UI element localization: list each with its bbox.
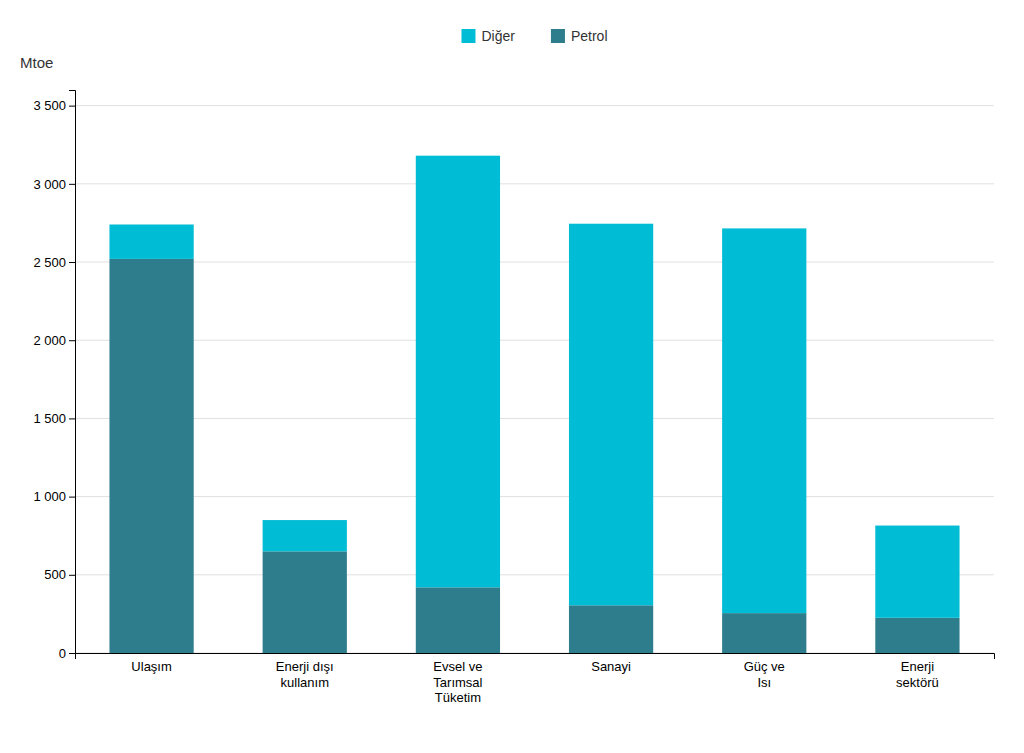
legend-label: Petrol <box>571 28 608 44</box>
bar <box>722 613 806 653</box>
x-tick: Enerji dışıkullanım <box>276 659 334 690</box>
bar <box>416 156 500 588</box>
grid-line <box>75 340 994 341</box>
y-tick: 0 <box>59 646 75 661</box>
y-tick: 1 000 <box>33 489 75 504</box>
bar <box>875 618 959 653</box>
x-axis-line <box>76 654 995 660</box>
bar <box>109 259 193 653</box>
y-tick-mark <box>69 575 75 576</box>
y-tick-label: 2 500 <box>33 255 66 270</box>
legend-swatch <box>551 29 565 43</box>
y-tick-label: 3 000 <box>33 176 66 191</box>
y-tick: 500 <box>44 567 75 582</box>
grid-line <box>75 496 994 497</box>
x-tick: Enerjisektörü <box>896 659 939 690</box>
y-tick: 2 500 <box>33 255 75 270</box>
legend-label: Diğer <box>481 28 515 44</box>
bar <box>569 605 653 653</box>
x-tick-label: Ulaşım <box>131 659 171 674</box>
legend-item: Diğer <box>461 28 515 44</box>
y-tick-label: 2 000 <box>33 333 66 348</box>
x-tick: Sanayi <box>591 659 631 674</box>
x-tick-label: Sanayi <box>591 659 631 674</box>
y-tick-label: 1 500 <box>33 411 66 426</box>
y-tick: 2 000 <box>33 333 75 348</box>
y-tick: 3 000 <box>33 176 75 191</box>
y-tick-mark <box>69 418 75 419</box>
x-tick-label: Enerji dışıkullanım <box>276 659 334 690</box>
bar <box>416 587 500 653</box>
bar <box>109 224 193 258</box>
y-tick-label: 1 000 <box>33 489 66 504</box>
x-tick-label: Evsel veTarımsalTüketim <box>433 659 482 705</box>
x-tick: Ulaşım <box>131 659 171 674</box>
y-tick: 3 500 <box>33 98 75 113</box>
bar <box>569 224 653 606</box>
chart: 0 500 1 000 1 500 2 000 2 500 3 000 3 500 Ulaşım… <box>0 0 1024 753</box>
grid-line <box>75 262 994 263</box>
y-axis-label: Mtoe <box>20 54 53 71</box>
y-tick-mark <box>69 340 75 341</box>
x-tick: Güç veIsı <box>744 659 785 690</box>
y-tick-label: 0 <box>59 646 66 661</box>
x-tick: Evsel veTarımsalTüketim <box>433 659 482 705</box>
grid <box>75 106 994 653</box>
y-tick-mark <box>69 184 75 185</box>
x-tick-label: Enerjisektörü <box>896 659 939 690</box>
grid-line <box>75 418 994 419</box>
legend: Diğer Petrol <box>461 28 607 44</box>
y-tick-mark <box>69 653 75 654</box>
y-axis: 0 500 1 000 1 500 2 000 2 500 3 000 3 500 <box>33 91 75 661</box>
x-axis: Ulaşım Enerji dışıkullanım Evsel veTarımsa… <box>76 654 995 706</box>
y-tick-mark <box>69 106 75 107</box>
grid-line <box>75 574 994 575</box>
bar <box>263 551 347 653</box>
plot: 0 500 1 000 1 500 2 000 2 500 3 000 3 500 Ulaşım… <box>33 91 994 706</box>
grid-line <box>75 183 994 184</box>
bars <box>109 156 959 653</box>
bar <box>263 520 347 551</box>
series-0 <box>109 259 959 653</box>
y-tick-mark <box>69 262 75 263</box>
y-tick-label: 500 <box>44 567 66 582</box>
y-tick-label: 3 500 <box>33 98 66 113</box>
grid-line <box>75 105 994 106</box>
bar <box>875 526 959 618</box>
y-tick-mark <box>69 497 75 498</box>
y-axis-line <box>69 91 76 654</box>
y-tick: 1 500 <box>33 411 75 426</box>
bar <box>722 228 806 613</box>
x-tick-label: Güç veIsı <box>744 659 785 690</box>
legend-item: Petrol <box>551 28 608 44</box>
series-1 <box>109 156 959 618</box>
legend-swatch <box>461 29 475 43</box>
